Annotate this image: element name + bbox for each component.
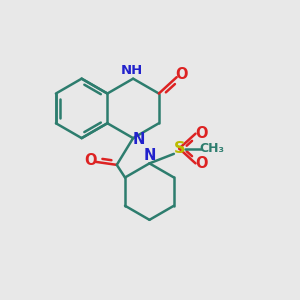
Text: O: O (195, 126, 208, 141)
Text: N: N (143, 148, 156, 164)
Text: O: O (175, 67, 188, 82)
Text: O: O (84, 153, 96, 168)
Text: CH₃: CH₃ (200, 142, 224, 155)
Text: NH: NH (121, 64, 143, 77)
Text: O: O (195, 156, 208, 171)
Text: N: N (133, 132, 145, 147)
Text: S: S (173, 141, 185, 156)
